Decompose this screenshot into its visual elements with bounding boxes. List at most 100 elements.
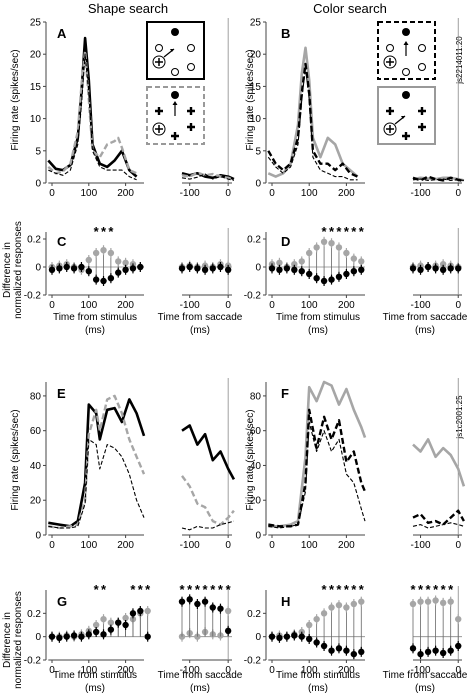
point-black [115, 269, 122, 276]
panel-H: H-0.200.20 100 200 -100 0* * * * * * * * * * * * [244, 582, 462, 676]
point-black [424, 263, 432, 271]
x-tick-label-stim: 0 [49, 188, 55, 199]
x-tick-label-stim: 100 [301, 300, 318, 311]
series-gray-solid-stim [268, 380, 367, 528]
point-gray [107, 249, 115, 257]
panel-C: C-0.200.20 100 200 -100 0* * * [24, 224, 232, 311]
significance-star: * [130, 582, 136, 597]
series-black-thin-dashed-stim [48, 438, 145, 529]
point-black [432, 647, 439, 654]
series-black-thin-dashed-sac [181, 173, 235, 181]
significance-star: * [203, 582, 209, 597]
point-black [455, 642, 462, 650]
point-gray [417, 598, 424, 605]
x-tick-label-stim: 100 [301, 188, 318, 199]
significance-star: * [101, 224, 107, 239]
point-black [56, 634, 63, 642]
point-gray [328, 604, 335, 611]
x-tick-label-stim: 0 [269, 665, 275, 676]
x-tick-label-stim: 200 [338, 300, 355, 311]
ylabel-firing-rate-bottom-right: Firing rate (spikes/sec) [245, 409, 256, 510]
series-black-thin-dashed-sac [181, 520, 235, 531]
y-tick-label: 0 [35, 632, 41, 643]
point-black [276, 266, 283, 273]
panel-label-H: H [281, 594, 290, 609]
point-black [268, 265, 276, 272]
panel-D: D-0.200.20 100 200 -100 0* * * * * * [244, 224, 462, 311]
panel-B: B 0 5 10 15 20 25 0 100 200 -100 0 [250, 18, 465, 199]
x-tick-label-stim: 100 [80, 540, 97, 551]
point-black [122, 266, 129, 273]
y-tick-label: 0 [35, 531, 41, 542]
point-black [224, 266, 232, 273]
significance-star: * [145, 582, 151, 597]
y-tick-label: 5 [255, 146, 261, 157]
significance-star: * [138, 582, 144, 597]
point-gray [100, 615, 107, 623]
panel-label-E: E [57, 386, 66, 401]
point-black [115, 619, 122, 626]
point-gray [432, 597, 439, 604]
significance-star: * [351, 582, 357, 597]
inset-shape-target-display [146, 21, 205, 80]
point-gray [313, 244, 320, 251]
point-black [320, 277, 328, 285]
x-tick-label-stim: 0 [269, 300, 275, 311]
y-tick-label: 0 [255, 179, 261, 190]
point-black [107, 275, 115, 282]
y-tick-label: 10 [30, 114, 42, 125]
point-gray [122, 614, 129, 622]
point-gray [85, 256, 93, 264]
y-tick-label: 15 [30, 82, 42, 93]
point-gray [306, 249, 313, 257]
x-tick-label-saccade: 0 [455, 188, 461, 199]
significance-star: * [351, 224, 357, 239]
point-gray [343, 604, 350, 611]
significance-star: * [226, 582, 232, 597]
y-tick-label: 0 [35, 179, 41, 190]
point-black [194, 600, 201, 608]
point-gray [335, 244, 343, 251]
panel-label-G: G [57, 594, 67, 609]
x-tick-label-saccade: -100 [411, 188, 431, 199]
significance-star: * [433, 582, 439, 597]
x-tick-label-stim: 0 [49, 540, 55, 551]
point-gray [358, 258, 365, 265]
ylabel-diff-1-top: Difference in [2, 242, 13, 298]
point-gray [350, 255, 358, 262]
y-tick-label: 10 [250, 114, 262, 125]
significance-star: * [101, 582, 107, 597]
point-black [78, 633, 85, 640]
point-gray [409, 600, 417, 608]
series-gray-solid-sac [412, 438, 466, 487]
point-black [217, 605, 224, 612]
xlabel-stim-g: Time from stimulus [53, 670, 137, 681]
significance-star: * [344, 582, 350, 597]
series-black-solid-sac [181, 424, 236, 481]
xlabel-stim-c-unit: (ms) [85, 325, 105, 336]
significance-star: * [410, 582, 416, 597]
point-black [328, 647, 335, 654]
y-tick-label: -0.2 [244, 291, 262, 302]
y-tick-label: 0.2 [27, 609, 41, 620]
panel-A: A 0 5 10 15 20 25 0 100 200 -100 0 [30, 18, 235, 199]
significance-star: * [448, 582, 454, 597]
column-title-color: Color search [313, 1, 387, 16]
x-tick-label-stim: 200 [338, 188, 355, 199]
significance-star: * [344, 224, 350, 239]
y-tick-label: 0 [255, 632, 261, 643]
x-tick-label-stim: 100 [301, 540, 318, 551]
point-black [224, 627, 232, 635]
x-tick-label-saccade: 0 [225, 300, 231, 311]
y-tick-label: 60 [30, 426, 42, 437]
xlabel-stim-d: Time from stimulus [276, 312, 360, 323]
point-gray [122, 259, 129, 266]
series-gray-dashed-sac [181, 475, 235, 526]
significance-star: * [441, 582, 447, 597]
panel-E: E 0 20 40 60 80 0 100 200 -100 0 [30, 378, 236, 551]
point-gray [291, 261, 298, 268]
x-tick-label-saccade: 0 [455, 665, 461, 676]
point-black [178, 598, 186, 605]
y-tick-label: 80 [30, 391, 42, 402]
ylabel-firing-rate-top: Firing rate (spikes/sec) [10, 49, 21, 150]
